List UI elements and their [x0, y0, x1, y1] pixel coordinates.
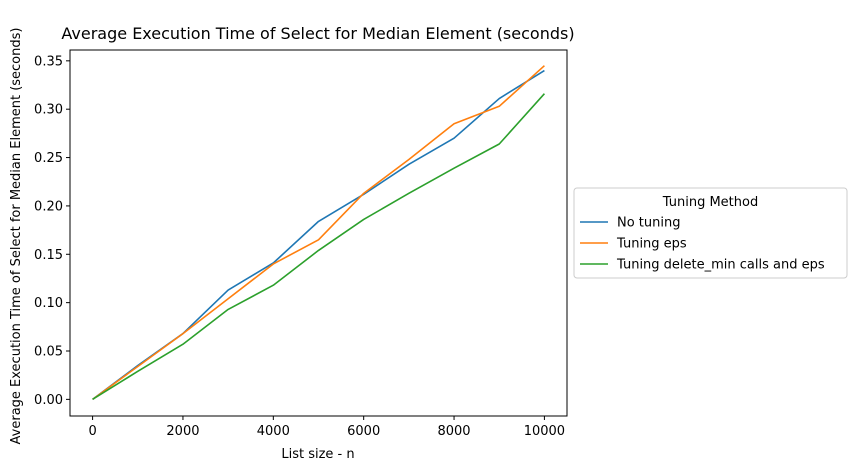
y-tick-label: 0.05: [34, 345, 63, 360]
legend-title: Tuning Method: [662, 195, 758, 210]
axes-frame: [69, 49, 568, 417]
y-tick-label: 0.00: [34, 393, 63, 408]
plot-area: 0 2000 4000 6000 8000 10000 0.00 0.05 0.10 0.15 0.…: [34, 49, 568, 439]
x-tick-label: 2000: [166, 424, 199, 439]
y-tick-label: 0.15: [34, 248, 63, 263]
y-axis-label: Average Execution Time of Select for Med…: [9, 28, 24, 445]
x-tick-label: 8000: [437, 424, 470, 439]
x-tick-label: 10000: [524, 424, 565, 439]
series-line-tuning-eps: [92, 65, 545, 401]
legend-box: [573, 187, 848, 279]
y-tick-label: 0.20: [34, 199, 63, 214]
x-tick-label: 4000: [257, 424, 290, 439]
y-tick-label: 0.30: [34, 103, 63, 118]
series-line-tuning-delete-min-calls-and-eps: [92, 93, 546, 401]
x-axis-label: List size - n: [281, 447, 354, 462]
legend-entry-label: Tuning eps: [616, 237, 687, 252]
y-tick-label: 0.35: [34, 54, 63, 69]
chart-title: Average Execution Time of Select for Med…: [61, 24, 574, 43]
y-tick-label: 0.25: [34, 151, 63, 166]
legend-entry-label: Tuning delete_min calls and eps: [616, 258, 825, 273]
x-tick-label: 6000: [347, 424, 380, 439]
y-tick-label: 0.10: [34, 296, 63, 311]
legend: Tuning Method No tuning Tuning eps Tuning d…: [573, 187, 848, 279]
legend-entry-label: No tuning: [617, 216, 681, 231]
x-tick-label: 0: [88, 424, 96, 439]
